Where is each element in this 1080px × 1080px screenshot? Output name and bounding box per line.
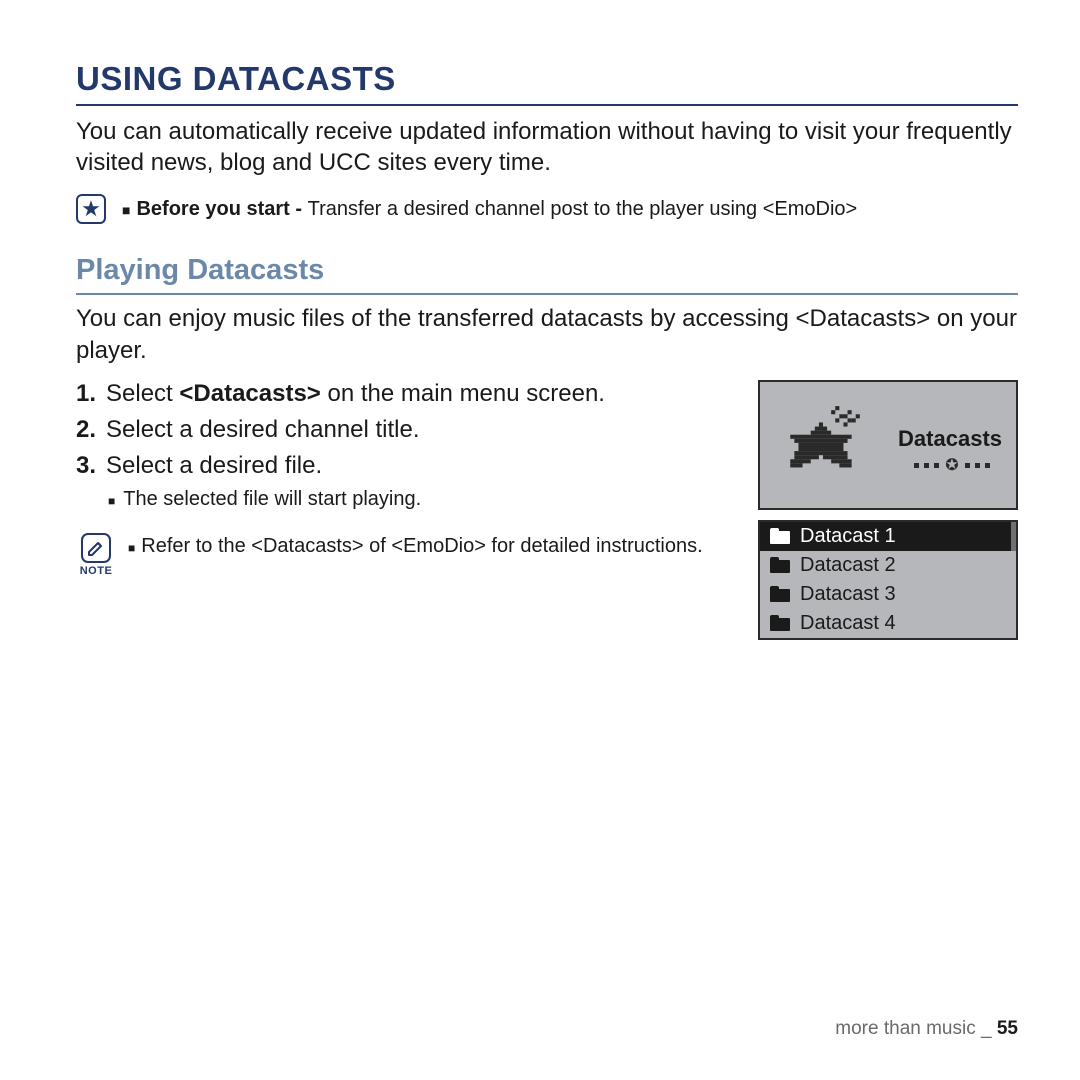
subsection-intro: You can enjoy music files of the transfe… xyxy=(76,303,1018,365)
folder-icon xyxy=(770,528,790,544)
substep-text: ■The selected file will start playing. xyxy=(108,488,740,511)
list-item[interactable]: Datacast 2 xyxy=(760,551,1016,580)
list-item[interactable]: Datacast 3 xyxy=(760,580,1016,609)
star-icon: ★ xyxy=(76,194,106,224)
list-item-label: Datacast 3 xyxy=(800,583,896,606)
device-main-label: Datacasts xyxy=(898,426,1002,452)
device-main-screen: Datacasts ✪ xyxy=(758,380,1018,510)
note-text: ■Refer to the <Datacasts> of <EmoDio> fo… xyxy=(128,533,703,560)
step-item: 3. Select a desired file. xyxy=(76,452,740,480)
step-item: 2. Select a desired channel title. xyxy=(76,416,740,444)
folder-icon xyxy=(770,586,790,602)
nav-marker-icon: ✪ xyxy=(944,458,960,474)
note-label: NOTE xyxy=(76,565,116,577)
list-item[interactable]: Datacast 1 xyxy=(760,522,1016,551)
folder-icon xyxy=(770,557,790,573)
step-item: 1. Select <Datacasts> on the main menu s… xyxy=(76,380,740,408)
folder-icon xyxy=(770,615,790,631)
footer: more than music _ 55 xyxy=(835,1018,1018,1040)
steps-list: 1. Select <Datacasts> on the main menu s… xyxy=(76,380,740,480)
section-subheading: Playing Datacasts xyxy=(76,254,1018,295)
device-list-screen: Datacast 1 Datacast 2 Datacast 3 Datacas… xyxy=(758,520,1018,640)
list-item[interactable]: Datacast 4 xyxy=(760,609,1016,638)
star-pixel-icon xyxy=(778,402,868,492)
list-item-label: Datacast 4 xyxy=(800,612,896,635)
page-number: 55 xyxy=(997,1018,1018,1039)
note-row: NOTE ■Refer to the <Datacasts> of <EmoDi… xyxy=(76,533,740,577)
page-title: USING DATACASTS xyxy=(76,60,1018,106)
pencil-icon xyxy=(81,533,111,563)
nav-dots: ✪ xyxy=(914,458,990,474)
intro-text: You can automatically receive updated in… xyxy=(76,116,1018,178)
before-you-start-row: ★ ■Before you start - Transfer a desired… xyxy=(76,194,1018,224)
list-item-label: Datacast 2 xyxy=(800,554,896,577)
list-item-label: Datacast 1 xyxy=(800,525,896,548)
before-you-start-text: ■Before you start - Transfer a desired c… xyxy=(120,198,857,221)
